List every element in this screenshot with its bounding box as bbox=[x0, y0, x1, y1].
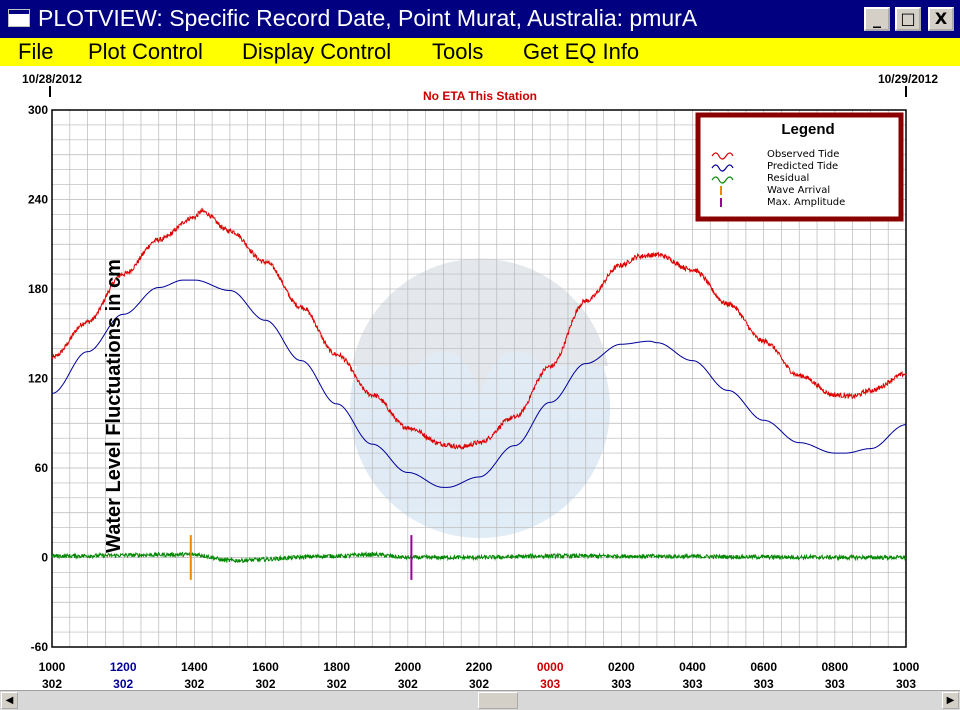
horizontal-scrollbar[interactable]: ◀ ▶ bbox=[0, 690, 960, 710]
y-tick-label: -60 bbox=[31, 640, 49, 654]
x-tick-time-label: 1800 bbox=[323, 660, 350, 674]
x-tick-time-label: 1000 bbox=[39, 660, 66, 674]
x-tick-day-label: 302 bbox=[255, 677, 275, 690]
x-axis: 1000 302 1200 302 1400 302 1600 302 1800 302 2000 3… bbox=[39, 660, 920, 690]
predicted-tide-line bbox=[52, 279, 907, 488]
menu-bar: File Plot Control Display Control Tools … bbox=[0, 38, 960, 66]
window-app-icon[interactable] bbox=[8, 9, 30, 27]
x-tick-time-label: 0200 bbox=[608, 660, 635, 674]
y-tick-label: 0 bbox=[41, 551, 48, 565]
series-layer bbox=[51, 207, 907, 564]
y-tick-label: 240 bbox=[28, 193, 48, 207]
x-tick-time-label: 0800 bbox=[821, 660, 848, 674]
title-bar: PLOTVIEW: Specific Record Date, Point Mu… bbox=[0, 0, 960, 38]
x-tick-day-label: 303 bbox=[896, 677, 916, 690]
x-tick-time-label: 2200 bbox=[466, 660, 493, 674]
window-title: PLOTVIEW: Specific Record Date, Point Mu… bbox=[38, 5, 698, 31]
legend-observed-label: Observed Tide bbox=[767, 149, 839, 160]
observed-tide-line bbox=[51, 207, 907, 450]
legend-residual-label: Residual bbox=[767, 173, 809, 184]
legend-predicted-label: Predicted Tide bbox=[767, 161, 838, 172]
menu-plot-control[interactable]: Plot Control bbox=[88, 39, 203, 64]
x-tick-time-label: 0400 bbox=[679, 660, 706, 674]
close-button[interactable]: X bbox=[928, 7, 954, 31]
x-tick-day-label: 303 bbox=[611, 677, 631, 690]
plot-frame bbox=[51, 109, 907, 648]
legend-residual-swatch bbox=[711, 176, 734, 184]
eta-annotation: No ETA This Station bbox=[423, 89, 537, 103]
x-tick-time-label: 1400 bbox=[181, 660, 208, 674]
x-tick-time-label: 1600 bbox=[252, 660, 279, 674]
legend-max-amplitude-label: Max. Amplitude bbox=[767, 197, 845, 208]
y-axis: -60 0 60 120 180 240 300 bbox=[28, 103, 48, 654]
x-tick-time-label: 1000 bbox=[893, 660, 920, 674]
x-tick-day-label: 303 bbox=[825, 677, 845, 690]
x-tick-day-label: 302 bbox=[42, 677, 62, 690]
legend-wave-arrival-label: Wave Arrival bbox=[767, 185, 830, 196]
x-tick-time-label: 0600 bbox=[750, 660, 777, 674]
x-tick-time-label: 2000 bbox=[394, 660, 421, 674]
scroll-right-arrow-icon[interactable]: ▶ bbox=[942, 692, 959, 709]
marker-layer bbox=[189, 535, 413, 580]
x-tick-time-label: 1200 bbox=[110, 660, 137, 674]
menu-get-eq-info[interactable]: Get EQ Info bbox=[523, 39, 640, 64]
scroll-left-arrow-icon[interactable]: ◀ bbox=[1, 692, 18, 709]
legend-box: Legend Observed Tide Predicted Tide Resi… bbox=[695, 112, 904, 222]
maximize-button[interactable]: □ bbox=[895, 7, 921, 31]
y-tick-label: 180 bbox=[28, 282, 48, 296]
x-tick-day-label: 303 bbox=[682, 677, 702, 690]
y-tick-label: 120 bbox=[28, 372, 48, 386]
legend-title: Legend bbox=[781, 121, 834, 138]
x-tick-day-label: 302 bbox=[184, 677, 204, 690]
x-tick-day-label: 302 bbox=[469, 677, 489, 690]
residual-line bbox=[51, 550, 907, 564]
menu-display-control[interactable]: Display Control bbox=[242, 39, 392, 64]
y-axis-label: Water Level Fluctuations in cm bbox=[103, 259, 125, 553]
date-left-label: 10/28/2012 bbox=[22, 72, 82, 86]
tide-plot: -60 0 60 120 180 240 300 1000 302 1200 302 1400 302… bbox=[22, 72, 938, 690]
x-tick-day-label: 302 bbox=[327, 677, 347, 690]
menu-tools[interactable]: Tools bbox=[432, 39, 484, 64]
x-tick-day-label: 302 bbox=[398, 677, 418, 690]
scroll-thumb[interactable] bbox=[478, 692, 518, 709]
x-tick-day-label: 303 bbox=[754, 677, 774, 690]
x-tick-time-label: 0000 bbox=[537, 660, 564, 674]
x-tick-day-label: 303 bbox=[540, 677, 560, 690]
noaa-watermark-icon bbox=[350, 258, 610, 538]
legend-observed-swatch bbox=[711, 152, 734, 160]
minimize-button[interactable]: _ bbox=[864, 7, 890, 31]
y-tick-label: 300 bbox=[28, 103, 48, 117]
menu-file[interactable]: File bbox=[18, 39, 54, 64]
legend-predicted-swatch bbox=[711, 164, 734, 172]
y-tick-label: 60 bbox=[35, 461, 49, 475]
x-tick-day-label: 302 bbox=[113, 677, 133, 690]
date-right-label: 10/29/2012 bbox=[878, 72, 938, 86]
